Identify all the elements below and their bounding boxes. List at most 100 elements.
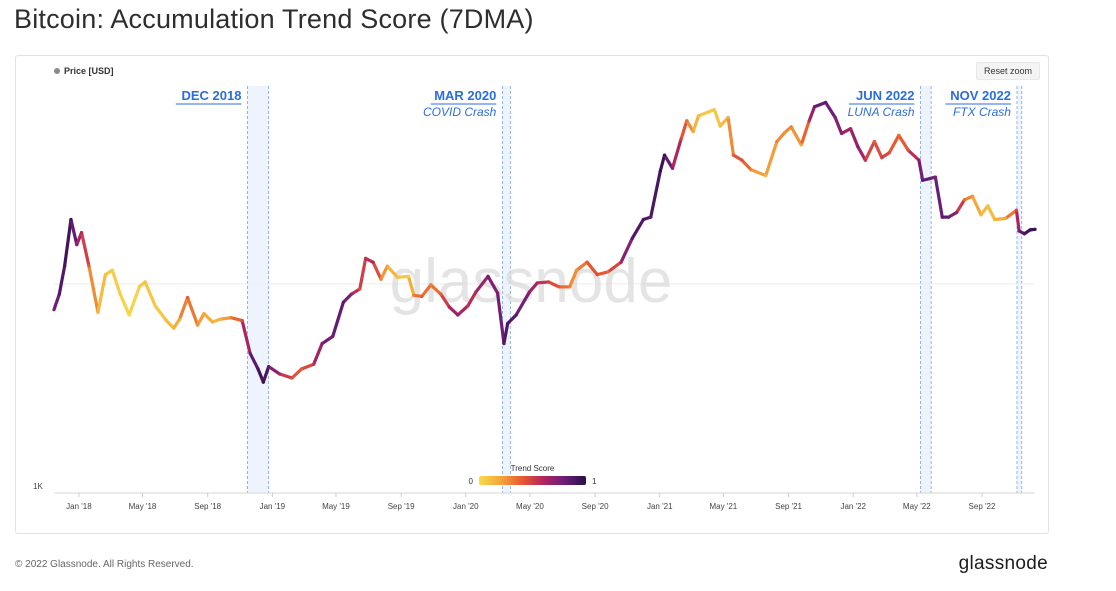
- price-segment: [118, 292, 131, 317]
- price-segment: [863, 139, 877, 162]
- price-point: [57, 292, 61, 296]
- legend-price-usd[interactable]: Price [USD]: [54, 66, 114, 76]
- price-segment: [833, 115, 844, 136]
- price-segment: [385, 264, 400, 279]
- price-point: [240, 318, 244, 323]
- price-point: [420, 294, 424, 299]
- y-tick-label: 1K: [33, 482, 43, 491]
- price-point: [312, 362, 316, 366]
- price-point: [848, 127, 853, 131]
- price-point: [456, 313, 460, 317]
- price-point: [799, 143, 803, 147]
- x-axis: Jan '18 May '18 Sep '18 Jan '19 May '19 Sep '…: [66, 493, 996, 511]
- price-segment: [96, 273, 108, 314]
- price-point: [164, 318, 168, 323]
- price-point: [897, 133, 901, 138]
- price-point: [962, 198, 967, 202]
- price-segment: [278, 372, 294, 380]
- annotation-label: MAR 2020: [434, 88, 496, 103]
- watermark-text: glassnode: [390, 247, 673, 316]
- price-segment: [679, 119, 689, 142]
- annotation-sublabel: LUNA Crash: [848, 105, 915, 119]
- price-point: [371, 260, 375, 264]
- x-tick-label: Jan '20: [453, 502, 479, 511]
- price-segment: [439, 292, 451, 309]
- price-point: [439, 292, 443, 296]
- price-segment: [670, 137, 683, 170]
- price-segment: [917, 158, 925, 182]
- price-point: [267, 364, 271, 369]
- price-point: [839, 131, 844, 136]
- price-point: [641, 217, 645, 222]
- page-title: Bitcoin: Accumulation Trend Score (7DMA): [14, 4, 534, 34]
- color-scale-bar: [479, 476, 586, 485]
- price-segment: [839, 127, 853, 136]
- price-chart[interactable]: glassnode DEC 2018 MAR 2020 COVID Crash JUN…: [16, 56, 1048, 533]
- x-tick-label: Sep '18: [194, 502, 221, 511]
- price-segment: [202, 312, 215, 324]
- price-point: [1014, 208, 1019, 212]
- price-point: [696, 114, 701, 118]
- price-point: [486, 274, 490, 278]
- annotation-band: [247, 86, 269, 493]
- price-point: [358, 287, 362, 291]
- price-point: [218, 317, 223, 321]
- price-segment: [331, 300, 345, 338]
- price-segment: [619, 236, 634, 264]
- price-segment: [775, 130, 787, 144]
- price-segment: [495, 291, 506, 346]
- price-segment: [606, 260, 623, 274]
- price-point: [986, 204, 990, 208]
- price-point: [143, 280, 147, 284]
- price-point: [546, 280, 551, 284]
- price-point: [349, 292, 353, 296]
- annotation-band: [1016, 86, 1022, 493]
- price-point: [718, 124, 722, 128]
- price-segment: [349, 287, 362, 296]
- reset-zoom-button[interactable]: Reset zoom: [975, 62, 1040, 80]
- x-tick-label: Jan '18: [66, 502, 92, 511]
- price-point: [993, 217, 997, 222]
- price-segment: [764, 139, 779, 178]
- price-point: [726, 115, 730, 120]
- price-segment: [535, 280, 551, 285]
- x-tick-label: May '19: [322, 502, 350, 511]
- price-segment: [69, 217, 79, 247]
- price-segment: [574, 260, 589, 272]
- price-segment: [630, 217, 645, 241]
- price-segment: [933, 175, 944, 219]
- annotation-sublabel: FTX Crash: [953, 105, 1011, 119]
- price-point: [740, 158, 744, 162]
- annotation-sublabel: COVID Crash: [423, 105, 497, 119]
- price-segment: [568, 268, 579, 289]
- price-point: [495, 291, 500, 295]
- price-segment: [57, 264, 67, 296]
- price-point: [290, 376, 294, 380]
- price-segment: [447, 305, 460, 317]
- price-segment: [196, 312, 206, 327]
- price-point: [196, 323, 200, 327]
- annotation-label: JUN 2022: [856, 88, 915, 103]
- price-segment: [649, 169, 662, 219]
- price-point: [872, 139, 877, 144]
- price-segment: [749, 168, 768, 178]
- price-point: [917, 158, 921, 162]
- price-point: [406, 274, 411, 278]
- price-point: [658, 169, 662, 173]
- price-point: [812, 105, 817, 109]
- legend-dot-icon: [54, 68, 60, 74]
- footer-brand-logo[interactable]: glassnode: [958, 553, 1048, 574]
- annotation-band: [502, 86, 511, 493]
- price-segment: [429, 283, 443, 296]
- footer-copyright: © 2022 Glassnode. All Rights Reserved.: [15, 559, 194, 570]
- price-segment: [514, 290, 531, 317]
- price-segment: [110, 268, 122, 296]
- price-segment: [178, 295, 190, 321]
- x-tick-label: Jan '19: [260, 502, 286, 511]
- price-segment: [218, 316, 233, 321]
- price-segment: [267, 364, 282, 376]
- price-segment: [731, 153, 744, 162]
- price-point: [1003, 216, 1007, 221]
- price-segment: [954, 198, 967, 215]
- chart-card: Price [USD] Reset zoom glassnode DEC 201…: [15, 55, 1049, 534]
